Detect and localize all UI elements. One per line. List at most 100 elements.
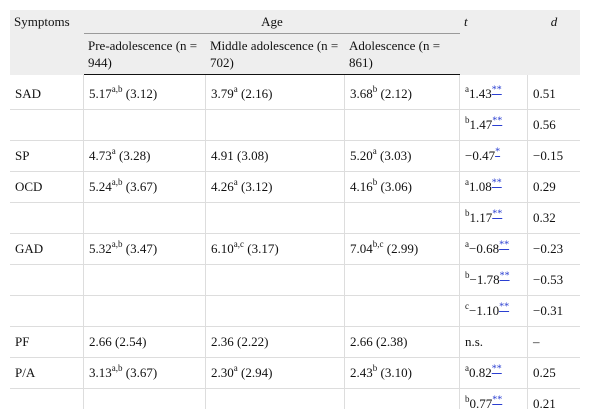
symptom-label: OCD bbox=[15, 179, 43, 194]
significance-footnote-link[interactable]: ** bbox=[492, 208, 503, 220]
superscript: a bbox=[465, 362, 469, 373]
t-cell: −0.47* bbox=[460, 141, 528, 172]
symptom-cell bbox=[10, 110, 84, 141]
mean: 2.43 bbox=[350, 365, 373, 380]
adolescence-cell: 2.43b (3.10) bbox=[345, 358, 460, 389]
table-body: SAD 5.17a,b (3.12) 3.79a (2.16) 3.68b (2.12… bbox=[10, 75, 580, 409]
table-row: PF 2.66 (2.54) 2.36 (2.22) 2.66 (2.38) n.s. – bbox=[10, 327, 580, 358]
adolescence-cell bbox=[345, 265, 460, 296]
t-cell: a1.08** bbox=[460, 172, 528, 203]
table-row: OCD 5.24a,b (3.67) 4.26a (3.12) 4.16b (3.06… bbox=[10, 172, 580, 203]
mean: 4.73 bbox=[89, 148, 112, 163]
t-value: 1.47 bbox=[469, 117, 493, 132]
mean: 2.66 (2.54) bbox=[89, 334, 147, 349]
pre-adolescence-cell bbox=[84, 296, 206, 327]
pre-adolescence-cell: 4.73a (3.28) bbox=[84, 141, 206, 172]
t-cell: n.s. bbox=[460, 327, 528, 358]
superscript: b bbox=[465, 269, 470, 280]
adolescence-cell: 7.04b,c (2.99) bbox=[345, 234, 460, 265]
symptom-cell: GAD bbox=[10, 234, 84, 265]
mean: 7.04 bbox=[350, 241, 373, 256]
superscript: b bbox=[465, 114, 470, 125]
t-value: −1.10 bbox=[469, 303, 500, 318]
significance-footnote-link[interactable]: ** bbox=[492, 115, 503, 127]
d-cell: – bbox=[528, 327, 580, 358]
symptom-cell bbox=[10, 203, 84, 234]
mean: 5.20 bbox=[350, 148, 373, 163]
mean: 2.66 (2.38) bbox=[350, 334, 408, 349]
superscript: c bbox=[465, 300, 469, 311]
mean: 5.17 bbox=[89, 86, 112, 101]
pre-adolescence-cell: 3.13a,b (3.67) bbox=[84, 358, 206, 389]
t-cell: a1.43** bbox=[460, 75, 528, 110]
middle-adolescence-cell bbox=[206, 389, 345, 409]
table-row: P/A 3.13a,b (3.67) 2.30a (2.94) 2.43b (3.10… bbox=[10, 358, 580, 389]
sd: (2.12) bbox=[377, 86, 412, 101]
mean: 5.24 bbox=[89, 179, 112, 194]
pre-adolescence-cell bbox=[84, 203, 206, 234]
header-t: t bbox=[460, 10, 528, 75]
sd: (3.67) bbox=[122, 365, 158, 380]
mean: 3.13 bbox=[89, 365, 112, 380]
t-value: n.s. bbox=[465, 334, 484, 349]
superscript: a bbox=[465, 83, 469, 94]
d-value: – bbox=[533, 334, 540, 349]
header-age: Age bbox=[84, 10, 460, 34]
d-value: 0.29 bbox=[533, 179, 556, 194]
mean: 2.36 (2.22) bbox=[211, 334, 269, 349]
t-cell: a−0.68** bbox=[460, 234, 528, 265]
d-cell: 0.29 bbox=[528, 172, 580, 203]
t-cell: b−1.78** bbox=[460, 265, 528, 296]
middle-adolescence-cell: 4.26a (3.12) bbox=[206, 172, 345, 203]
significance-footnote-link[interactable]: ** bbox=[491, 363, 502, 375]
mean: 4.26 bbox=[211, 179, 234, 194]
significance-footnote-link[interactable]: ** bbox=[492, 394, 503, 406]
results-table-container: Symptoms Age t d Pre-adolescence (n = 94… bbox=[10, 10, 580, 409]
symptom-label: PF bbox=[15, 334, 30, 349]
significance-footnote-link[interactable]: ** bbox=[499, 239, 510, 251]
d-value: 0.21 bbox=[533, 396, 556, 409]
header-pre-adolescence: Pre-adolescence (n = 944) bbox=[84, 34, 206, 75]
d-value: −0.31 bbox=[533, 303, 564, 318]
symptom-cell: PF bbox=[10, 327, 84, 358]
d-value: 0.25 bbox=[533, 365, 556, 380]
mean: 3.68 bbox=[350, 86, 373, 101]
sd: (3.06) bbox=[377, 179, 412, 194]
d-cell: 0.56 bbox=[528, 110, 580, 141]
header-adolescence: Adolescence (n = 861) bbox=[345, 34, 460, 75]
d-cell: 0.21 bbox=[528, 389, 580, 409]
pre-adolescence-cell bbox=[84, 389, 206, 409]
sd: (3.03) bbox=[376, 148, 412, 163]
t-value: −0.47 bbox=[465, 148, 496, 163]
sd: (3.67) bbox=[122, 179, 158, 194]
symptom-cell: SP bbox=[10, 141, 84, 172]
superscript: a,b bbox=[111, 176, 123, 187]
table-row: b1.47** 0.56 bbox=[10, 110, 580, 141]
significance-footnote-link[interactable]: * bbox=[495, 146, 501, 158]
significance-footnote-link[interactable]: ** bbox=[491, 177, 502, 189]
significance-footnote-link[interactable]: ** bbox=[499, 301, 510, 313]
d-cell: −0.23 bbox=[528, 234, 580, 265]
superscript: a bbox=[465, 176, 469, 187]
adolescence-cell: 2.66 (2.38) bbox=[345, 327, 460, 358]
superscript: a,b bbox=[111, 83, 123, 94]
header-middle-adolescence: Middle adolescence (n = 702) bbox=[206, 34, 345, 75]
significance-footnote-link[interactable]: ** bbox=[499, 270, 510, 282]
t-cell: c−1.10** bbox=[460, 296, 528, 327]
middle-adolescence-cell: 3.79a (2.16) bbox=[206, 75, 345, 110]
t-cell: b0.77** bbox=[460, 389, 528, 409]
t-value: 1.17 bbox=[469, 210, 493, 225]
symptom-cell bbox=[10, 296, 84, 327]
sd: (2.16) bbox=[237, 86, 273, 101]
symptom-cell: OCD bbox=[10, 172, 84, 203]
significance-footnote-link[interactable]: ** bbox=[491, 84, 502, 96]
mean: 6.10 bbox=[211, 241, 234, 256]
pre-adolescence-cell bbox=[84, 110, 206, 141]
symptom-cell: SAD bbox=[10, 75, 84, 110]
pre-adolescence-cell: 5.32a,b (3.47) bbox=[84, 234, 206, 265]
symptom-label: GAD bbox=[15, 241, 44, 256]
adolescence-cell: 3.68b (2.12) bbox=[345, 75, 460, 110]
adolescence-cell: 5.20a (3.03) bbox=[345, 141, 460, 172]
table-row: b−1.78** −0.53 bbox=[10, 265, 580, 296]
d-cell: −0.31 bbox=[528, 296, 580, 327]
